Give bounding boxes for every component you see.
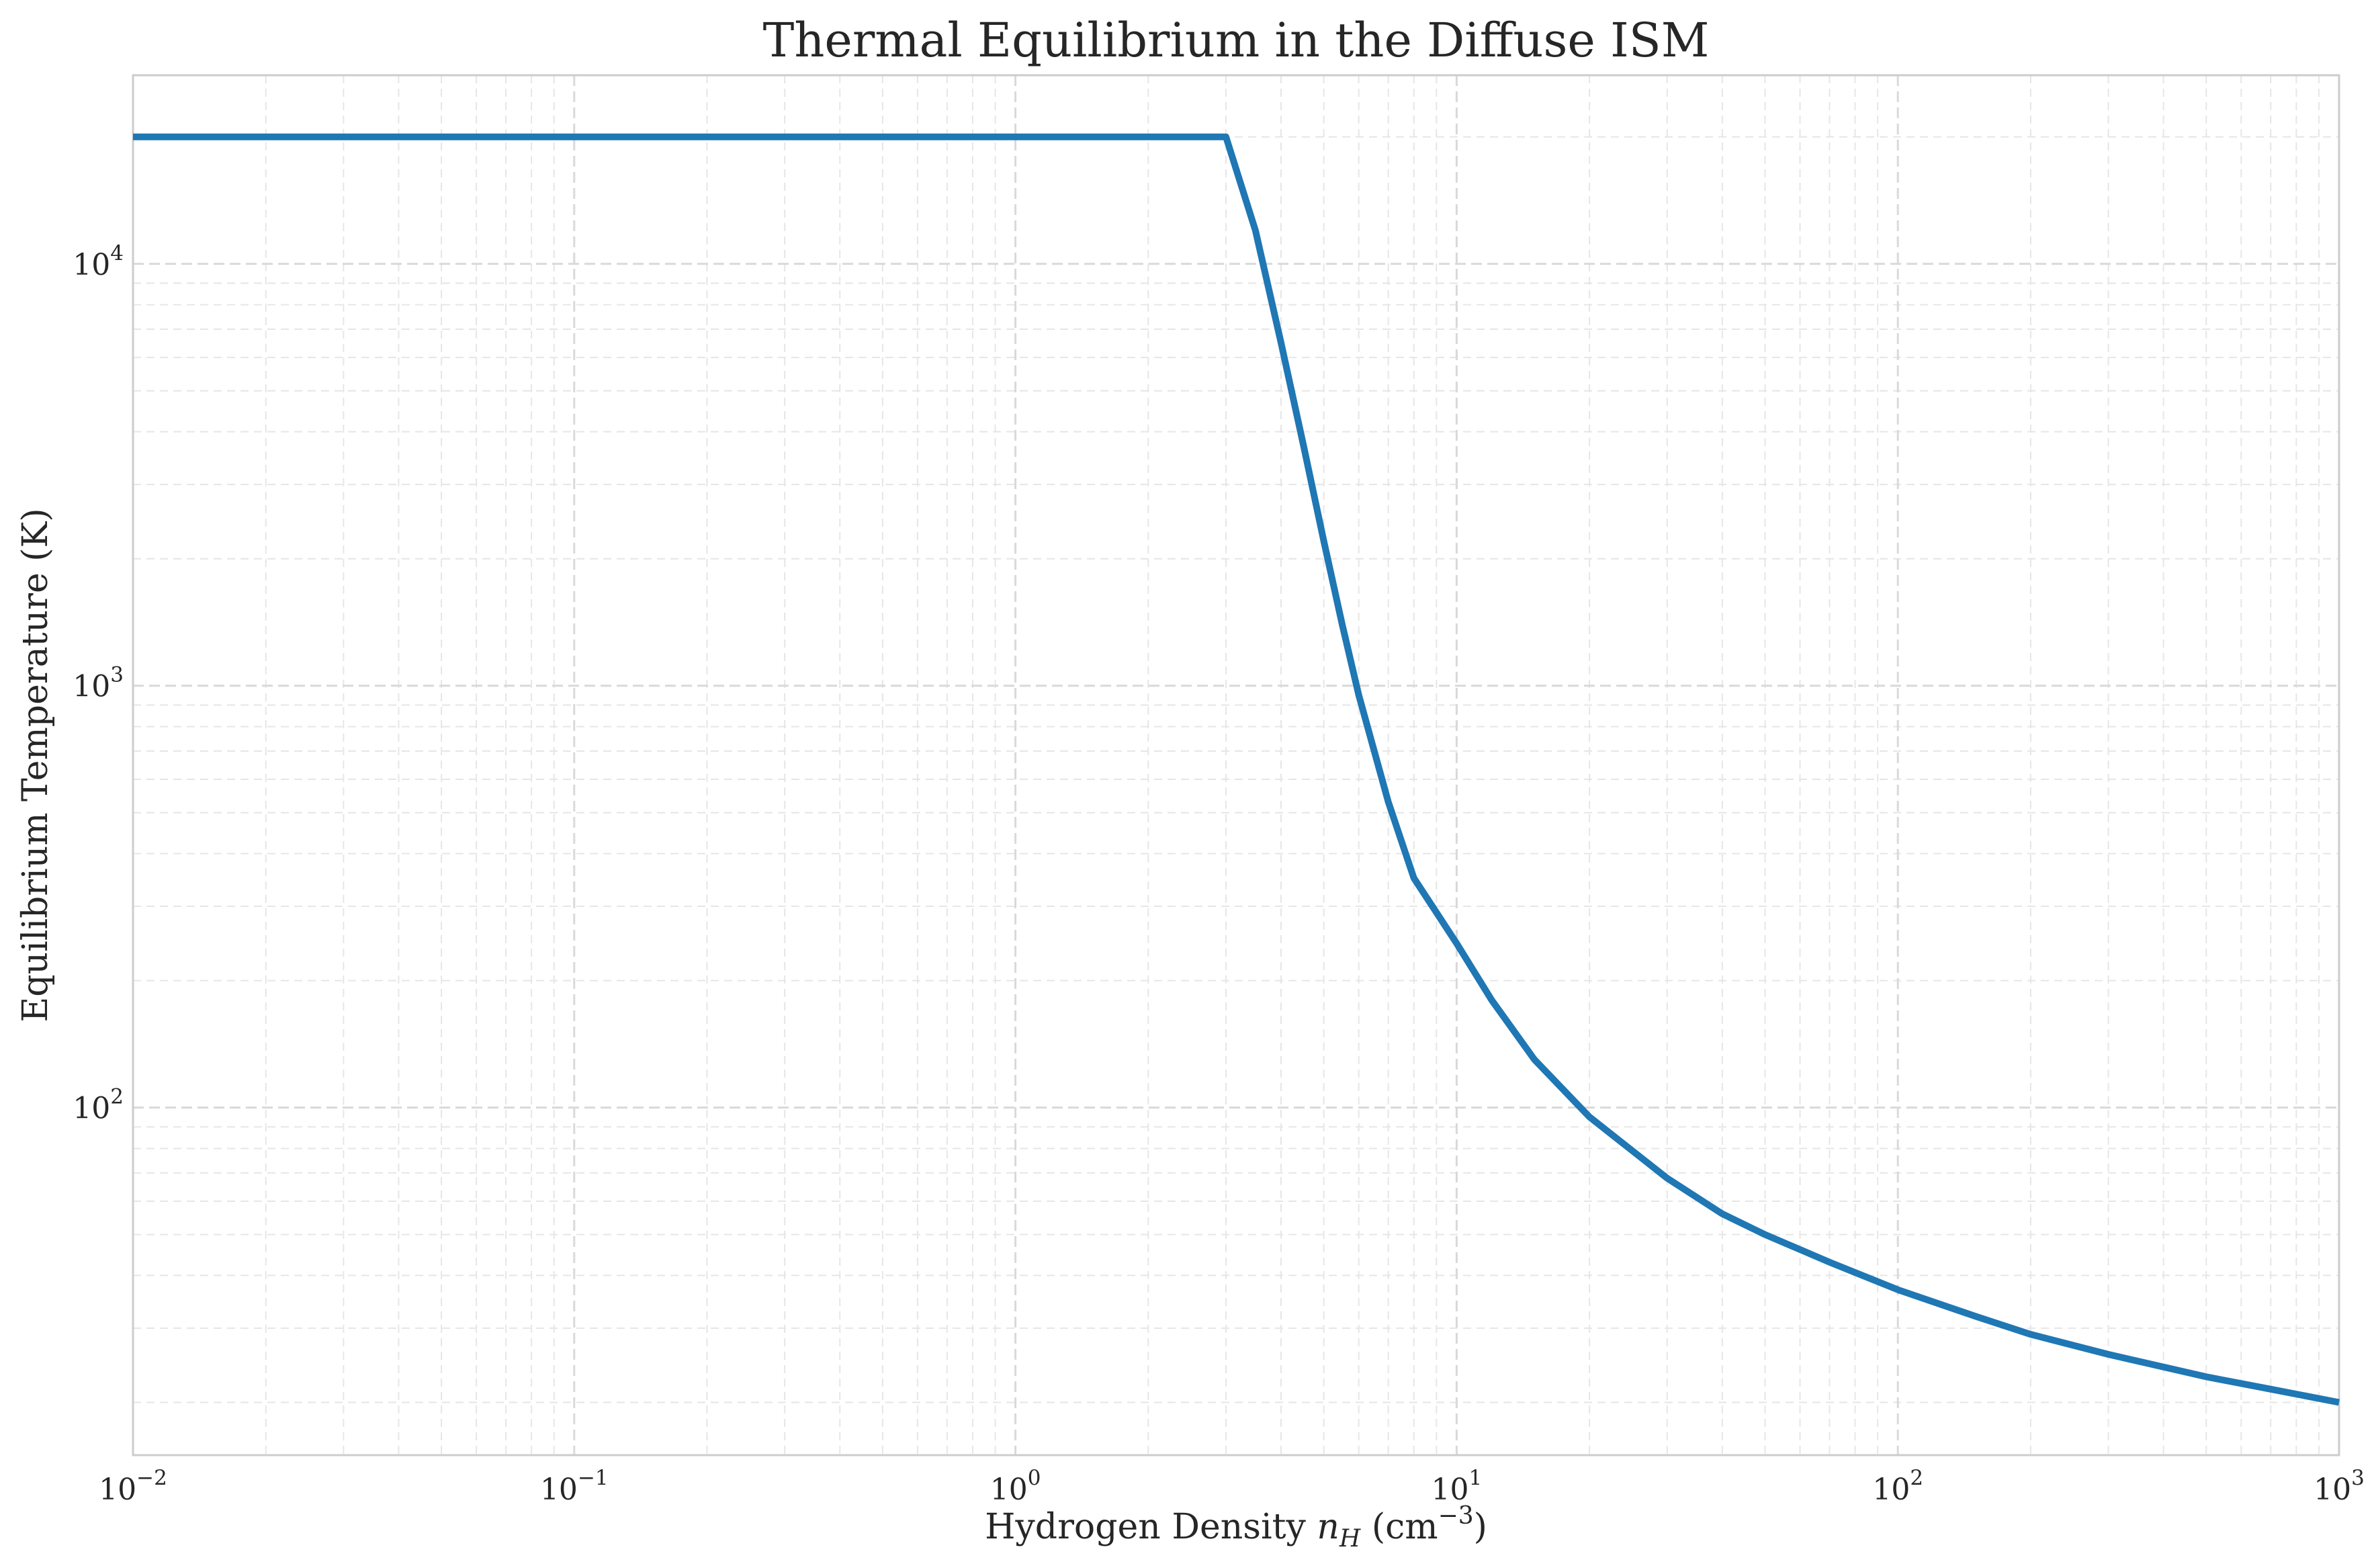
chart-title: Thermal Equilibrium in the Diffuse ISM xyxy=(763,13,1710,68)
grid xyxy=(132,75,2340,1455)
y-tick-label: 103 xyxy=(73,663,124,704)
series-line-1 xyxy=(133,133,2340,1406)
y-tick-labels: 102 103 104 xyxy=(73,241,124,1126)
x-tick-label: 10−2 xyxy=(99,1466,167,1507)
y-tick-label: 102 xyxy=(73,1085,124,1126)
x-tick-label: 101 xyxy=(1432,1466,1483,1507)
x-axis-title: Hydrogen Density nH (cm−3) xyxy=(985,1502,1487,1553)
x-tick-labels: 10−2 10−1 100 101 102 103 xyxy=(99,1466,2365,1507)
series-layer xyxy=(133,133,2340,1406)
x-tick-label: 100 xyxy=(990,1466,1041,1507)
y-axis-title: Equilibrium Temperature (K) xyxy=(15,508,56,1022)
plot-frame xyxy=(132,74,2340,1456)
x-tick-label: 103 xyxy=(2314,1466,2365,1507)
x-tick-label: 102 xyxy=(1872,1466,1923,1507)
y-tick-label: 104 xyxy=(73,241,124,282)
x-tick-label: 10−1 xyxy=(540,1466,609,1507)
